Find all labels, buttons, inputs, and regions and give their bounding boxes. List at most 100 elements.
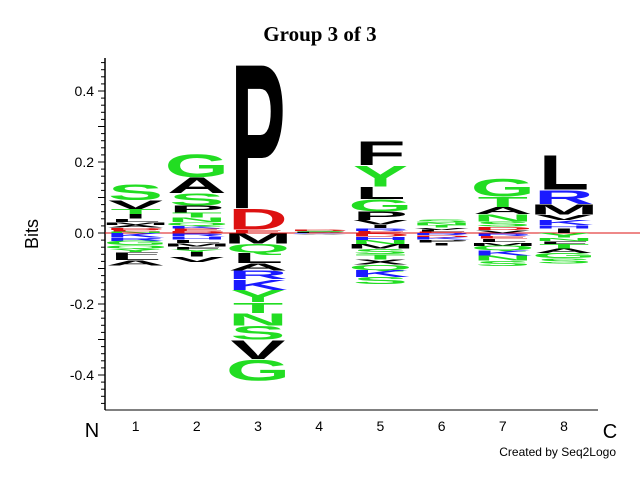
y-axis-label: Bits — [22, 219, 42, 249]
residue-K: K — [534, 219, 593, 227]
y-tick-label: -0.4 — [70, 367, 94, 383]
residue-Y: Y — [169, 249, 224, 253]
n-terminus-label: N — [85, 420, 99, 442]
residue-E: E — [231, 229, 286, 234]
residue-X: X — [353, 258, 408, 266]
residue-H: H — [534, 224, 593, 229]
residue-E: E — [108, 229, 163, 232]
residue-Y: Y — [353, 160, 408, 193]
residue-I: I — [124, 213, 147, 220]
credit-text: Created by Seq2Logo — [499, 445, 616, 459]
residue-R: R — [167, 232, 226, 237]
residue-S: S — [414, 218, 469, 223]
residue-V: V — [414, 227, 469, 230]
residue-R: R — [106, 236, 165, 241]
residue-R: R — [351, 227, 410, 231]
residue-F: F — [172, 246, 222, 250]
y-tick-label: 0.2 — [75, 154, 95, 170]
residue-I: I — [553, 228, 576, 235]
residue-D: D — [228, 203, 287, 236]
residue-A: A — [106, 224, 165, 228]
residue-Y: Y — [231, 287, 286, 306]
residue-T: T — [416, 225, 466, 229]
y-axis: -0.4 -0.2 0.0 0.2 0.4 — [70, 58, 106, 410]
residue-V: V — [353, 219, 408, 226]
residue-L: L — [110, 255, 160, 262]
residue-D: D — [351, 232, 410, 237]
residue-N: N — [228, 310, 287, 329]
residue-P: P — [292, 232, 347, 234]
residue-P: P — [231, 22, 286, 253]
residue-Y: Y — [108, 248, 163, 253]
residue-N: N — [351, 239, 410, 246]
residue-V: V — [231, 335, 286, 365]
residue-S: S — [231, 322, 286, 344]
residue-Q: Q — [348, 263, 412, 271]
c-terminus-label: C — [603, 421, 617, 443]
residue-M: M — [163, 242, 232, 247]
residue-H: H — [351, 236, 410, 241]
residue-A: A — [106, 259, 165, 267]
residue-K: K — [228, 276, 288, 293]
residue-D: D — [167, 230, 226, 233]
residue-K: K — [289, 233, 348, 234]
residue-P: P — [414, 239, 469, 243]
chart-title: Group 3 of 3 — [263, 22, 376, 46]
residue-D: D — [412, 235, 471, 238]
residue-V: V — [537, 213, 592, 221]
residue-E: E — [414, 231, 469, 233]
x-tick-label: 7 — [499, 418, 507, 434]
residue-N: N — [106, 231, 165, 233]
residue-G: G — [226, 354, 290, 387]
residue-M: M — [530, 201, 599, 218]
x-tick-label: 5 — [377, 418, 385, 434]
residue-L: L — [355, 183, 405, 202]
residue-Q: Q — [226, 242, 290, 256]
residue-Q: Q — [104, 244, 168, 249]
residue-A: A — [167, 173, 226, 198]
residue-L: L — [539, 146, 589, 200]
residue-G: G — [165, 148, 229, 184]
x-tick-label: 4 — [315, 418, 323, 434]
x-tick-label: 3 — [254, 418, 262, 434]
residue-K: K — [106, 232, 165, 239]
residue-S: S — [353, 247, 408, 255]
residue-G: G — [471, 174, 535, 202]
residue-V: V — [475, 229, 530, 233]
residue-T: T — [355, 253, 406, 261]
residue-L: L — [233, 250, 283, 267]
residue-T: T — [110, 208, 161, 216]
residue-D: D — [289, 229, 348, 231]
residue-I: I — [430, 242, 453, 246]
residue-L: L — [110, 218, 160, 223]
y-tick-label: -0.2 — [70, 296, 94, 312]
residue-L: L — [416, 229, 466, 232]
residue-S: S — [475, 259, 530, 267]
residue-V: V — [292, 234, 347, 235]
residue-S: S — [108, 180, 163, 205]
residue-F: F — [110, 251, 160, 256]
residue-R: R — [473, 232, 532, 236]
x-axis: 1 2 3 4 5 6 7 8 — [105, 409, 598, 434]
residue-M: M — [101, 221, 170, 225]
logo-columns: NEDAMLITVSKRGQYFLADEKQNTPSAGRHLMFYIVEDPM… — [101, 22, 598, 387]
residue-F: F — [539, 240, 589, 245]
residue-A: A — [228, 262, 287, 273]
residue-L: L — [172, 239, 222, 244]
residue-M: M — [224, 230, 293, 247]
residue-G: G — [532, 252, 596, 260]
y-tick-label: 0.0 — [75, 225, 95, 241]
residue-A: A — [473, 205, 532, 216]
residue-K: K — [473, 249, 532, 257]
y-tick-label: 0.4 — [75, 83, 95, 99]
residue-V: V — [108, 198, 163, 212]
residue-K: K — [167, 225, 226, 229]
residue-S: S — [292, 231, 347, 233]
residue-S: S — [353, 275, 408, 286]
x-tick-label: 6 — [438, 418, 446, 434]
residue-P: P — [169, 204, 224, 215]
x-tick-label: 2 — [193, 418, 201, 434]
residue-G: G — [104, 240, 168, 247]
residue-M: M — [469, 241, 538, 246]
